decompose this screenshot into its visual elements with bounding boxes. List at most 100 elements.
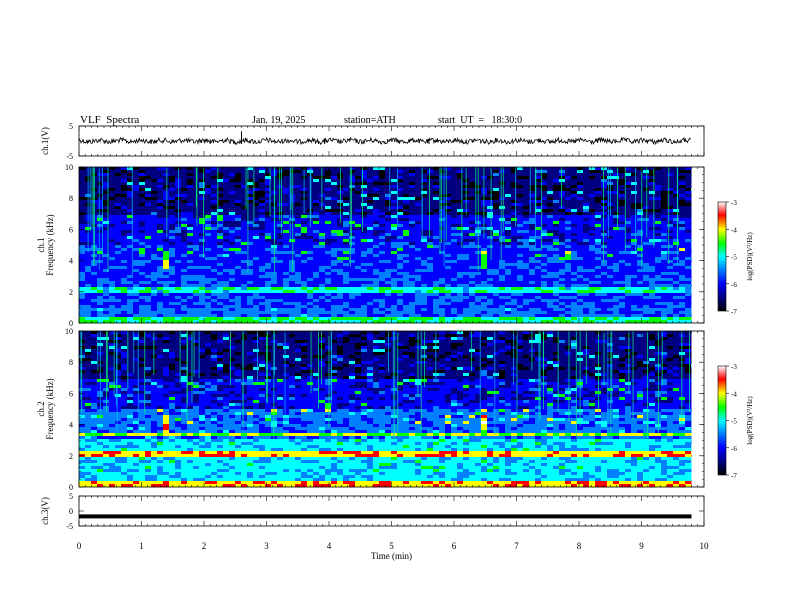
spectrogram-cell bbox=[529, 242, 536, 246]
spectrogram-cell bbox=[541, 173, 548, 177]
spectrogram-cell bbox=[241, 242, 248, 246]
spectrogram-cell bbox=[229, 275, 236, 279]
spectrogram-cell bbox=[445, 251, 452, 255]
spectrogram-cell bbox=[463, 260, 470, 264]
spectrogram-cell bbox=[139, 305, 146, 309]
spectrogram-cell bbox=[607, 266, 614, 270]
spectrogram-cell bbox=[325, 227, 332, 231]
spectrogram-cell bbox=[103, 251, 110, 255]
spectrogram-cell bbox=[253, 245, 260, 249]
spectrogram-cell bbox=[445, 215, 452, 219]
spectrogram-cell bbox=[499, 296, 506, 300]
spectrogram-cell bbox=[217, 182, 224, 186]
spectrogram-cell bbox=[547, 287, 554, 291]
spectrogram-cell bbox=[289, 212, 296, 216]
spectrogram-cell bbox=[445, 254, 452, 258]
spectrogram-cell bbox=[403, 170, 410, 174]
spectrogram-cell bbox=[691, 302, 692, 306]
spectrogram-cell bbox=[529, 176, 536, 180]
spectrogram-cell bbox=[109, 179, 116, 183]
spectrogram-cell bbox=[433, 236, 440, 240]
spectrogram-cell bbox=[145, 305, 152, 309]
spectrogram-cell bbox=[637, 278, 644, 282]
spectrogram-cell bbox=[655, 179, 662, 183]
spectrogram-cell bbox=[679, 254, 686, 258]
spectrogram-cell bbox=[679, 236, 686, 240]
spectrogram-cell bbox=[541, 182, 548, 186]
spectrogram-cell bbox=[355, 215, 362, 219]
spectrogram-cell bbox=[409, 260, 416, 264]
spectrogram-cell bbox=[151, 260, 158, 264]
spectrogram-cell bbox=[661, 221, 668, 225]
spectrogram-cell bbox=[145, 302, 152, 306]
spectrogram-cell bbox=[391, 206, 398, 210]
spectrogram-cell bbox=[457, 287, 464, 291]
spectrogram-cell bbox=[199, 251, 206, 255]
spectrogram-cell bbox=[259, 284, 266, 288]
spectrogram-cell bbox=[127, 230, 134, 234]
spectrogram-cell bbox=[121, 275, 128, 279]
spectrogram-cell bbox=[157, 242, 164, 246]
spectrogram-cell bbox=[109, 233, 116, 237]
spectrogram-cell bbox=[169, 296, 176, 300]
spectrogram-cell bbox=[151, 242, 158, 246]
spectrogram-cell bbox=[211, 170, 218, 174]
spectrogram-cell bbox=[289, 299, 296, 303]
spectrogram-cell bbox=[445, 245, 452, 249]
spectrogram-cell bbox=[529, 167, 536, 171]
spectrogram-cell bbox=[283, 266, 290, 270]
spectrogram-cell bbox=[325, 269, 332, 273]
spectrogram-cell bbox=[403, 230, 410, 234]
spectrogram-cell bbox=[79, 218, 86, 222]
spectrogram-cell bbox=[163, 185, 170, 189]
spectrogram-cell bbox=[301, 299, 308, 303]
spectrogram-cell bbox=[319, 302, 326, 306]
spectrogram-cell bbox=[517, 215, 524, 219]
spectrogram-cell bbox=[235, 203, 242, 207]
spectrogram-cell bbox=[421, 284, 428, 288]
spectrogram-cell bbox=[439, 233, 446, 237]
spectrogram-cell bbox=[565, 194, 572, 198]
spectrogram-cell bbox=[493, 200, 500, 204]
spectrogram-cell bbox=[607, 257, 614, 261]
spectrogram-cell bbox=[493, 299, 500, 303]
spectrogram-cell bbox=[235, 305, 242, 309]
spectrogram-cell bbox=[583, 200, 590, 204]
spectrogram-cell bbox=[613, 239, 620, 243]
spectrogram-cell bbox=[331, 173, 338, 177]
spectrogram-cell bbox=[157, 272, 164, 276]
spectrogram-cell bbox=[691, 233, 692, 237]
spectrogram-cell bbox=[157, 236, 164, 240]
spectrogram-cell bbox=[529, 272, 536, 276]
spectrogram-cell bbox=[169, 287, 176, 291]
spectrogram-cell bbox=[157, 203, 164, 207]
spectrogram-cell bbox=[385, 287, 392, 291]
spectrogram-cell bbox=[289, 236, 296, 240]
spectrogram-cell bbox=[535, 284, 542, 288]
spectrogram-cell bbox=[457, 218, 464, 222]
spectrogram-cell bbox=[385, 299, 392, 303]
spectrogram-cell bbox=[673, 167, 680, 171]
spectrogram-cell bbox=[469, 278, 476, 282]
spectrogram-cell bbox=[295, 257, 302, 261]
spectrogram-cell bbox=[397, 173, 404, 177]
spectrogram-cell bbox=[451, 287, 458, 291]
spectrogram-cell bbox=[127, 242, 134, 246]
spectrogram-cell bbox=[667, 245, 674, 249]
spectrogram-cell bbox=[415, 296, 422, 300]
spectrogram-cell bbox=[187, 266, 194, 270]
spectrogram-cell bbox=[355, 242, 362, 246]
spectrogram-cell bbox=[517, 254, 524, 258]
spectrogram-cell bbox=[253, 263, 260, 267]
spectrogram-cell bbox=[181, 197, 188, 201]
spectrogram-cell bbox=[553, 290, 560, 294]
spectrogram-cell bbox=[631, 290, 638, 294]
spectrogram-cell bbox=[175, 302, 182, 306]
spectrogram-cell bbox=[487, 215, 494, 219]
spectrogram-cell bbox=[277, 194, 284, 198]
spectrogram-cell bbox=[553, 182, 560, 186]
spectrogram-cell bbox=[541, 179, 548, 183]
spectrogram-cell bbox=[559, 224, 566, 228]
spectrogram-cell bbox=[415, 200, 422, 204]
spectrogram-cell bbox=[643, 170, 650, 174]
